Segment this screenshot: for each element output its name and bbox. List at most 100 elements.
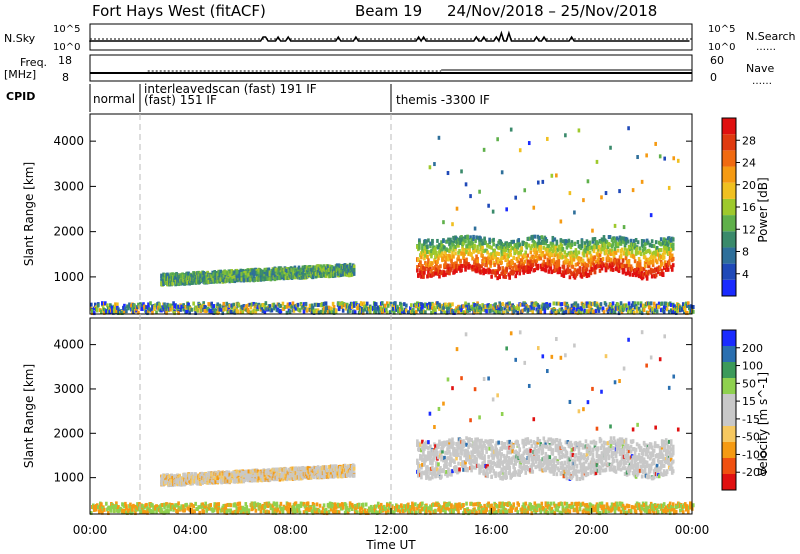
range-cell (671, 237, 675, 242)
nsky-tick-top: 10^5 (53, 24, 80, 35)
range-cell (634, 273, 638, 278)
range-cell (621, 239, 625, 244)
range-cell (640, 179, 644, 184)
range-cell (194, 472, 197, 477)
range-cell (579, 257, 583, 262)
range-cell (532, 306, 536, 311)
range-cell (148, 307, 151, 312)
range-cell (105, 309, 108, 314)
range-cell (644, 250, 648, 255)
range-cell (459, 259, 462, 264)
range-cell (336, 301, 340, 306)
range-cell (429, 266, 432, 271)
range-cell (578, 266, 582, 271)
range-cell (631, 272, 635, 277)
range-cell (513, 250, 517, 255)
range-cell (430, 310, 433, 315)
range-cell (499, 257, 502, 262)
range-cell (185, 309, 188, 314)
range-cell (498, 310, 501, 315)
range-cell (586, 250, 590, 255)
range-cell (388, 310, 392, 315)
range-cell (667, 185, 671, 190)
range-cell (642, 251, 646, 256)
range-cell (598, 247, 602, 252)
range-cell (446, 310, 449, 315)
range-cell (565, 245, 569, 250)
range-cell (452, 243, 455, 248)
range-cell (386, 303, 390, 308)
range-cell (236, 278, 240, 283)
range-cell (534, 262, 538, 267)
range-cell (127, 306, 130, 311)
range-cell (564, 133, 567, 138)
range-cell (466, 235, 469, 240)
range-cell (475, 268, 478, 273)
range-cell (627, 259, 631, 264)
range-cell (627, 301, 631, 306)
range-cell (462, 241, 465, 246)
range-cell (606, 245, 610, 250)
range-cell (567, 238, 571, 243)
range-cell (493, 262, 496, 267)
range-cell (484, 240, 487, 245)
range-cell (632, 239, 636, 244)
range-cell (620, 236, 624, 241)
range-cell (150, 308, 153, 313)
range-cell (297, 265, 301, 270)
range-cell (474, 303, 477, 308)
range-cell (442, 273, 445, 278)
range-cell (640, 239, 644, 244)
range-cell (163, 302, 166, 307)
range-cell (619, 253, 623, 258)
range-cell (572, 270, 576, 275)
range-cell (467, 302, 470, 307)
range-cell (468, 248, 471, 253)
range-cell (498, 266, 501, 271)
range-cell (467, 238, 470, 243)
range-cell (216, 302, 220, 307)
range-cell (313, 302, 317, 307)
range-cell (568, 242, 572, 247)
range-cell (609, 252, 613, 257)
range-cell (525, 242, 529, 247)
range-cell (505, 252, 508, 257)
range-cell (609, 303, 613, 308)
range-cell (669, 264, 673, 269)
range-cell (591, 239, 595, 244)
range-cell (624, 256, 628, 261)
range-cell (116, 302, 119, 307)
range-cell (464, 301, 467, 306)
range-cell (281, 477, 285, 482)
range-cell (543, 255, 547, 260)
range-cell (312, 309, 316, 314)
range-cell (574, 251, 578, 256)
range-cell (505, 207, 508, 212)
range-cell (506, 304, 509, 309)
range-cell (638, 246, 642, 251)
range-cell (182, 303, 185, 308)
range-cell (262, 274, 266, 279)
range-cell (433, 250, 436, 255)
range-cell (523, 259, 527, 264)
range-cell (204, 271, 207, 276)
range-cell (497, 251, 500, 256)
range-cell (444, 260, 447, 265)
range-cell (492, 237, 495, 242)
range-cell (145, 305, 148, 310)
range-cell (563, 250, 567, 255)
range-cell (440, 271, 443, 276)
range-cell (401, 307, 404, 312)
range-cell (655, 245, 659, 250)
range-cell (441, 251, 444, 256)
range-cell (584, 249, 588, 254)
range-cell (494, 302, 497, 307)
range-cell (507, 272, 510, 277)
range-cell (114, 306, 117, 311)
range-cell (477, 263, 480, 268)
range-cell (614, 240, 618, 245)
range-cell (159, 305, 162, 310)
range-cell (471, 267, 474, 272)
